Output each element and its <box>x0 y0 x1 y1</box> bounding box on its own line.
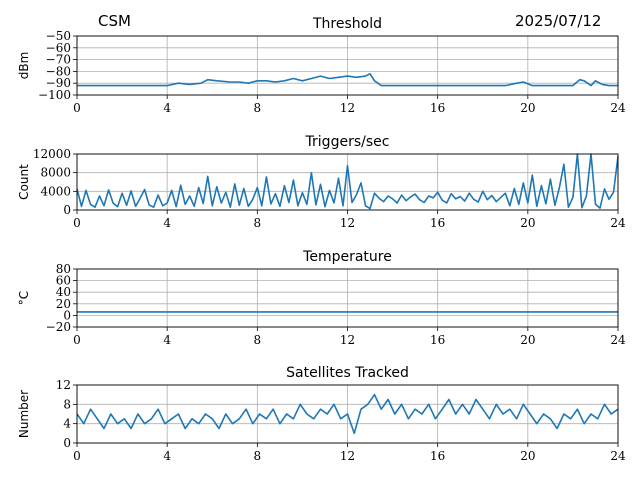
x-tick-label: 24 <box>610 449 626 463</box>
x-tick-label: 8 <box>254 101 262 115</box>
series-line <box>77 73 618 87</box>
x-tick-label: 4 <box>163 333 171 347</box>
y-tick-label: −60 <box>46 41 71 55</box>
x-tick-label: 20 <box>520 101 535 115</box>
x-tick-label: 16 <box>430 101 445 115</box>
y-tick-label: −90 <box>46 76 71 90</box>
x-tick-label: 4 <box>163 216 171 230</box>
y-tick-label: 80 <box>56 262 71 276</box>
y-tick-label: 8000 <box>40 166 71 180</box>
panel-0: 0 4 8 12 16 20 24 −50−60−70−80−90−100 Threshold d… <box>17 16 626 115</box>
x-tick-label: 24 <box>610 333 626 347</box>
y-tick-label: −70 <box>46 53 71 67</box>
x-tick-label: 20 <box>520 216 535 230</box>
panel-title: Triggers/sec <box>305 134 390 150</box>
x-tick-label: 16 <box>430 216 445 230</box>
x-tick-label: 16 <box>430 449 445 463</box>
x-tick-label: 20 <box>520 449 535 463</box>
x-tick-label: 0 <box>73 333 81 347</box>
y-tick-label: 0 <box>63 308 71 322</box>
y-tick-label: −100 <box>38 88 71 102</box>
y-axis-label: Number <box>17 390 31 438</box>
y-tick-label: 8 <box>63 397 71 411</box>
y-tick-label: 0 <box>63 436 71 450</box>
panel-1: 0 4 8 12 16 20 24 12000 8000 4000 0 Triggers/sec Cou… <box>17 134 626 230</box>
y-tick-label: 12000 <box>33 147 71 161</box>
x-tick-label: 8 <box>254 449 262 463</box>
y-tick-label: 40 <box>56 285 71 299</box>
series-line <box>76 153 619 210</box>
x-tick-label: 20 <box>520 333 535 347</box>
x-tick-label: 12 <box>340 216 355 230</box>
x-tick-label: 0 <box>73 449 81 463</box>
panel-title: Threshold <box>312 16 382 32</box>
y-tick-label: 4 <box>63 417 71 431</box>
plot-frame <box>76 35 619 96</box>
x-tick-label: 24 <box>610 101 626 115</box>
station-label: CSM <box>98 12 131 30</box>
y-axis-label: °C <box>17 291 31 305</box>
plot-frame <box>76 153 619 211</box>
y-tick-label: 4000 <box>40 184 71 198</box>
y-tick-label: −80 <box>46 64 71 78</box>
panel-title: Satellites Tracked <box>286 365 409 381</box>
plot-frame <box>76 268 619 328</box>
y-tick-label: 0 <box>63 203 71 217</box>
y-tick-label: −20 <box>46 320 71 334</box>
plot-frame <box>76 384 619 444</box>
x-tick-label: 12 <box>340 101 355 115</box>
panel-title: Temperature <box>302 249 392 265</box>
x-tick-label: 16 <box>430 333 445 347</box>
date-label: 2025/07/12 <box>515 12 602 30</box>
x-tick-label: 24 <box>610 216 626 230</box>
x-tick-label: 0 <box>73 216 81 230</box>
y-tick-label: 60 <box>56 274 71 288</box>
y-axis-label: dBm <box>17 52 31 80</box>
y-tick-label: 20 <box>56 297 71 311</box>
y-axis-label: Count <box>17 164 31 200</box>
x-tick-label: 0 <box>73 101 81 115</box>
x-tick-label: 4 <box>163 449 171 463</box>
y-tick-label: −50 <box>46 29 71 43</box>
x-tick-label: 4 <box>163 101 171 115</box>
series-line <box>76 393 619 435</box>
y-tick-label: 12 <box>56 378 71 392</box>
x-tick-label: 8 <box>254 216 262 230</box>
x-tick-label: 8 <box>254 333 262 347</box>
x-tick-label: 12 <box>340 449 355 463</box>
x-tick-label: 12 <box>340 333 355 347</box>
panel-3: 0 4 8 12 16 20 24 12 8 4 0 Satellites Tracked Number <box>17 365 626 463</box>
